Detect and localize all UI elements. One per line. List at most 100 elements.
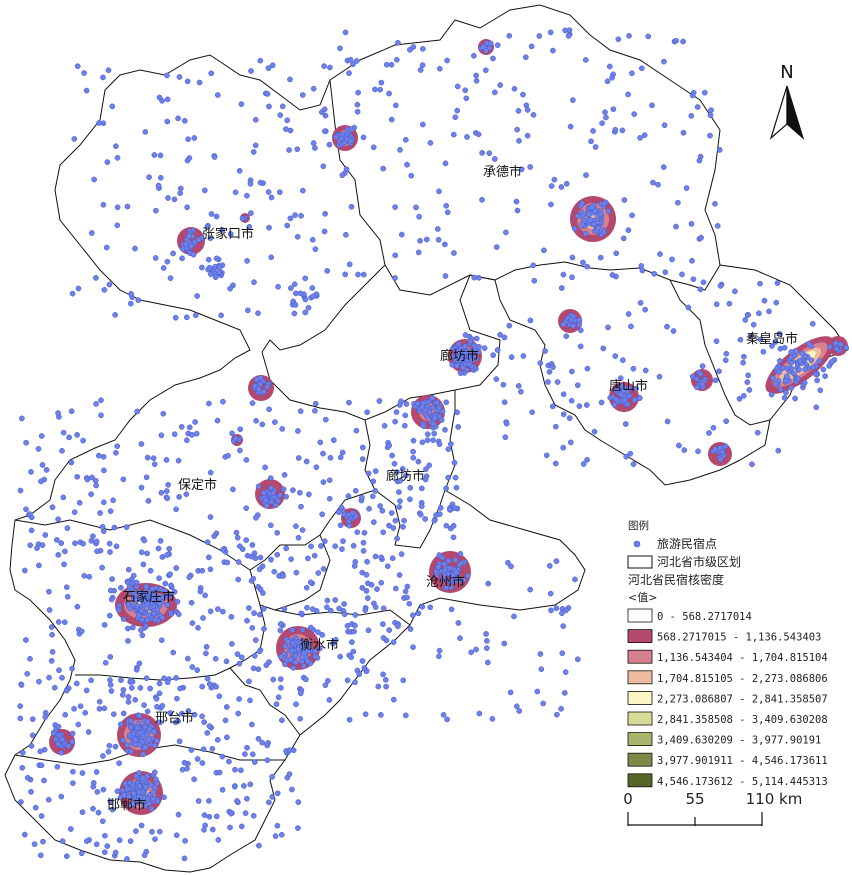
homestay-point: [379, 507, 386, 514]
homestay-point: [332, 543, 339, 550]
homestay-point: [248, 68, 254, 74]
homestay-point: [278, 621, 284, 627]
homestay-point: [774, 280, 781, 286]
homestay-point: [350, 542, 357, 549]
homestay-point: [813, 404, 820, 411]
homestay-point: [147, 567, 154, 574]
homestay-point: [471, 274, 478, 281]
homestay-point: [656, 373, 663, 380]
homestay-point: [685, 304, 692, 311]
homestay-point: [204, 539, 211, 546]
homestay-point: [527, 586, 534, 593]
homestay-point: [175, 115, 181, 122]
homestay-point: [151, 769, 158, 776]
homestay-point: [143, 583, 150, 590]
homestay-point: [260, 605, 267, 612]
homestay-point: [655, 181, 661, 188]
homestay-point: [101, 849, 108, 856]
homestay-point: [698, 234, 704, 241]
homestay-point: [426, 462, 433, 469]
homestay-point: [398, 551, 405, 557]
homestay-point: [243, 505, 250, 512]
homestay-point: [130, 589, 137, 595]
homestay-point: [266, 224, 272, 231]
homestay-point: [569, 254, 576, 261]
homestay-point: [164, 552, 170, 558]
homestay-point: [130, 800, 137, 807]
homestay-point: [621, 387, 627, 394]
homestay-point: [289, 647, 295, 654]
homestay-point: [236, 168, 243, 174]
homestay-point: [255, 735, 262, 742]
city-label-zhangjiakou: 张家口市: [202, 226, 254, 242]
homestay-point: [101, 622, 108, 628]
homestay-point: [59, 447, 65, 454]
homestay-point: [55, 619, 62, 625]
homestay-point: [213, 255, 220, 262]
homestay-point: [322, 682, 329, 689]
homestay-point: [452, 114, 459, 121]
homestay-point: [332, 636, 339, 643]
homestay-point: [503, 420, 510, 427]
homestay-point: [201, 826, 207, 833]
homestay-point: [134, 408, 141, 415]
homestay-point: [826, 363, 832, 369]
homestay-point: [534, 688, 541, 695]
homestay-point: [177, 685, 183, 692]
homestay-point: [620, 357, 626, 363]
homestay-point: [312, 653, 319, 660]
homestay-point: [149, 586, 156, 592]
homestay-point: [138, 484, 145, 491]
homestay-point: [23, 506, 29, 513]
homestay-point: [178, 424, 185, 430]
homestay-point: [199, 713, 205, 720]
homestay-point: [188, 747, 195, 753]
homestay-point: [810, 364, 817, 371]
homestay-point: [101, 467, 107, 474]
homestay-point: [424, 431, 431, 438]
homestay-point: [183, 314, 190, 321]
homestay-point: [264, 757, 271, 764]
homestay-point: [267, 522, 274, 529]
homestay-point: [559, 610, 565, 617]
homestay-point: [142, 723, 148, 730]
homestay-point: [577, 343, 584, 350]
homestay-point: [584, 456, 590, 463]
homestay-point: [515, 383, 522, 389]
homestay-point: [157, 586, 164, 593]
homestay-point: [628, 323, 634, 330]
homestay-point: [614, 386, 621, 393]
homestay-point: [72, 540, 78, 547]
homestay-point: [814, 377, 820, 384]
homestay-point: [299, 527, 306, 533]
homestay-point: [79, 770, 86, 776]
homestay-point: [341, 601, 347, 607]
homestay-point: [359, 658, 366, 664]
homestay-point: [209, 826, 216, 833]
scale-label-0: 0: [623, 790, 633, 808]
homestay-point: [567, 439, 574, 446]
homestay-point: [772, 380, 779, 387]
homestay-point: [374, 586, 380, 592]
homestay-point: [264, 91, 271, 97]
homestay-point: [513, 198, 520, 205]
homestay-point: [435, 563, 442, 570]
homestay-point: [630, 461, 637, 467]
homestay-point: [123, 524, 130, 530]
homestay-point: [297, 489, 303, 496]
homestay-point: [53, 537, 60, 543]
homestay-point: [290, 664, 297, 671]
homestay-point: [443, 485, 449, 492]
homestay-point: [757, 336, 764, 343]
homestay-point: [157, 538, 164, 544]
homestay-point: [434, 226, 441, 232]
homestay-point: [462, 343, 469, 350]
homestay-point: [295, 799, 302, 805]
homestay-point: [195, 236, 202, 243]
homestay-point: [293, 701, 299, 708]
homestay-point: [365, 627, 372, 634]
homestay-point: [155, 182, 162, 189]
homestay-point: [150, 455, 157, 462]
homestay-point: [36, 678, 42, 685]
homestay-point: [364, 409, 370, 416]
